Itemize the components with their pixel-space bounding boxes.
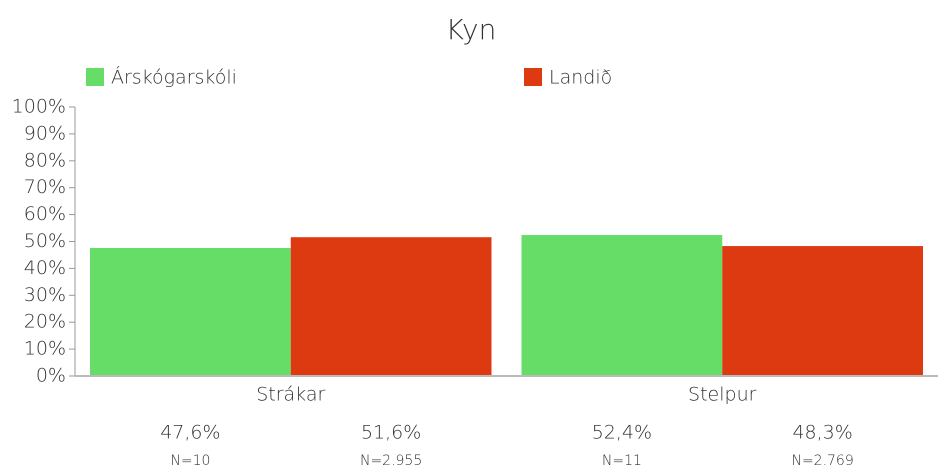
legend-swatch (86, 68, 104, 86)
y-tick-label: 10% (24, 338, 66, 360)
value-label: 51,6% (361, 422, 421, 444)
n-label: N=11 (602, 453, 642, 469)
bar (90, 247, 291, 376)
value-label: 47,6% (160, 422, 220, 444)
y-tick-label: 90% (24, 122, 66, 144)
legend-label: Landið (549, 67, 612, 89)
y-tick-label: 30% (24, 284, 66, 306)
y-tick-label: 100% (12, 96, 66, 118)
y-tick-label: 70% (24, 176, 66, 198)
n-label: N=2.769 (791, 453, 853, 469)
n-label: N=2.955 (360, 453, 422, 469)
x-tick-label: Stelpur (688, 384, 757, 406)
legend-swatch (524, 68, 542, 86)
bar (521, 235, 723, 376)
value-label: 48,3% (792, 422, 852, 444)
y-tick-label: 50% (24, 230, 66, 252)
y-tick-label: 40% (24, 257, 66, 279)
n-label: N=10 (170, 453, 210, 469)
y-tick-label: 60% (24, 203, 66, 225)
chart-title: Kyn (446, 13, 497, 46)
y-tick-label: 0% (36, 365, 66, 387)
legend-label: Árskógarskóli (111, 66, 237, 89)
y-tick-label: 80% (24, 149, 66, 171)
bar (722, 246, 923, 376)
bar (290, 237, 492, 376)
x-tick-label: Strákar (256, 384, 325, 406)
value-label: 52,4% (592, 422, 652, 444)
y-tick-label: 20% (24, 311, 66, 333)
